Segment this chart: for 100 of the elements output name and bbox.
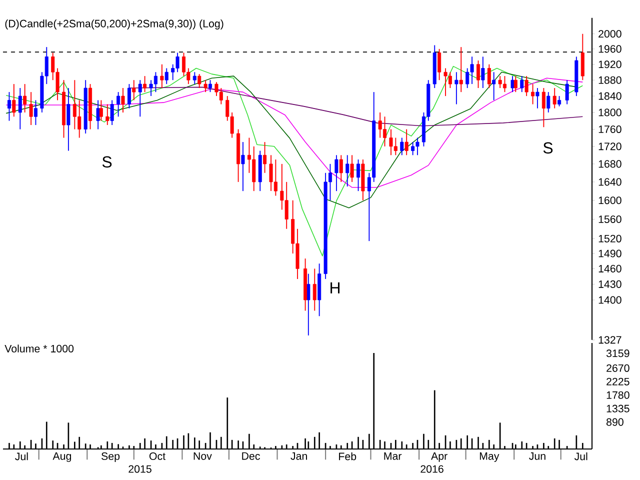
line-series <box>128 86 584 126</box>
x-tick-label: Jul <box>15 452 28 460</box>
candlestick <box>23 84 27 113</box>
candlestick <box>520 76 524 93</box>
candlestick <box>492 72 496 101</box>
y-tick-label: 1960 <box>598 45 622 53</box>
candlestick <box>121 88 125 113</box>
candlestick <box>306 273 310 336</box>
candlestick <box>18 88 22 130</box>
candlestick <box>164 68 168 85</box>
candlestick <box>29 92 33 126</box>
candlestick <box>198 74 202 88</box>
y-tick-label: 1490 <box>598 250 622 258</box>
y-tick-label: 2000 <box>598 30 622 38</box>
candlestick <box>110 100 114 126</box>
candlestick <box>542 88 546 128</box>
chart-title: (D)Candle(+2Sma(50,200)+2Sma(9,30)) (Log) <box>5 20 224 30</box>
candlestick <box>339 154 343 182</box>
annotation: S <box>102 156 112 168</box>
x-tick-label: May <box>480 452 500 462</box>
candlestick <box>404 128 408 156</box>
candlestick <box>531 84 535 105</box>
text: 2016 <box>420 465 444 473</box>
candlestick <box>552 88 556 109</box>
y-tick-label: 1460 <box>598 264 622 272</box>
y-tick-label: 1430 <box>598 280 622 288</box>
candlestick <box>487 64 491 88</box>
line-series <box>6 78 584 188</box>
y-tick-label: 1780 <box>606 391 630 399</box>
candlestick <box>454 72 458 105</box>
candlestick <box>116 92 120 118</box>
y-tick-label: 1520 <box>598 234 622 242</box>
candlestick <box>400 137 404 156</box>
x-tick-label: Oct <box>149 452 166 460</box>
candlestick <box>481 56 485 88</box>
candlestick <box>558 96 562 107</box>
y-tick-label: 1335 <box>606 404 630 412</box>
candlestick <box>476 60 480 88</box>
y-tick-label: 1920 <box>598 60 622 68</box>
y-tick-label: 1327 <box>598 336 622 344</box>
candlestick <box>510 76 514 93</box>
x-tick-label: Jul <box>574 452 588 460</box>
chart-title: Volume * 1000 <box>4 344 74 352</box>
candlestick <box>66 88 70 152</box>
x-tick-label: Sep <box>102 452 120 462</box>
candlestick <box>546 92 550 113</box>
candlestick <box>241 142 245 192</box>
x-tick-label: Nov <box>194 452 212 460</box>
candlestick <box>138 80 142 118</box>
y-tick-label: 1760 <box>598 125 622 134</box>
candlestick <box>7 92 11 122</box>
y-tick-label: 3159 <box>606 350 630 358</box>
line-series <box>6 66 584 256</box>
candlestick <box>160 64 164 88</box>
y-tick-label: 890 <box>606 418 624 426</box>
candlestick <box>34 100 38 126</box>
x-tick-label: Feb <box>339 452 356 460</box>
x-tick-label: Aug <box>52 452 72 462</box>
y-tick-label: 1600 <box>598 196 622 204</box>
candlestick <box>536 88 540 109</box>
candlestick <box>143 76 147 93</box>
y-tick-label: 1680 <box>598 160 622 168</box>
y-tick-label: 1400 <box>598 296 622 304</box>
candlestick <box>192 72 196 85</box>
annotation: S <box>543 142 553 154</box>
y-tick-label: 1720 <box>598 142 622 150</box>
candlestick <box>127 84 131 109</box>
candlestick <box>580 33 584 81</box>
y-tick-label: 1880 <box>598 76 622 84</box>
x-tick-label: Mar <box>384 452 402 460</box>
text: 2015 <box>128 465 152 473</box>
candlestick <box>132 80 136 101</box>
candlestick <box>312 268 316 312</box>
x-tick-label: Jun <box>529 452 546 460</box>
candlestick <box>96 100 100 130</box>
annotation: H <box>330 282 340 294</box>
candlestick <box>208 80 212 93</box>
y-tick-label: 1640 <box>598 178 622 186</box>
y-tick-label: 1560 <box>598 215 622 224</box>
candlestick <box>12 84 16 118</box>
y-tick-label: 1840 <box>598 92 622 100</box>
candlestick <box>106 104 110 126</box>
candlestick <box>459 46 463 93</box>
candlestick <box>350 154 354 182</box>
x-tick-label: Jan <box>290 452 307 460</box>
candlestick <box>438 48 442 81</box>
x-tick-label: Apr <box>431 452 448 462</box>
candlestick <box>334 154 338 192</box>
y-tick-label: 2670 <box>606 364 630 372</box>
candlestick <box>99 100 103 122</box>
candlestick <box>356 159 360 192</box>
candlestick <box>514 76 518 93</box>
y-tick-label: 1800 <box>598 108 622 116</box>
y-tick-label: 2225 <box>606 378 630 386</box>
candlestick <box>204 80 208 93</box>
candlestick <box>346 154 350 187</box>
candlestick <box>565 80 569 105</box>
candlestick <box>524 76 528 97</box>
candlestick <box>263 142 267 174</box>
x-tick-label: Dec <box>242 452 260 460</box>
